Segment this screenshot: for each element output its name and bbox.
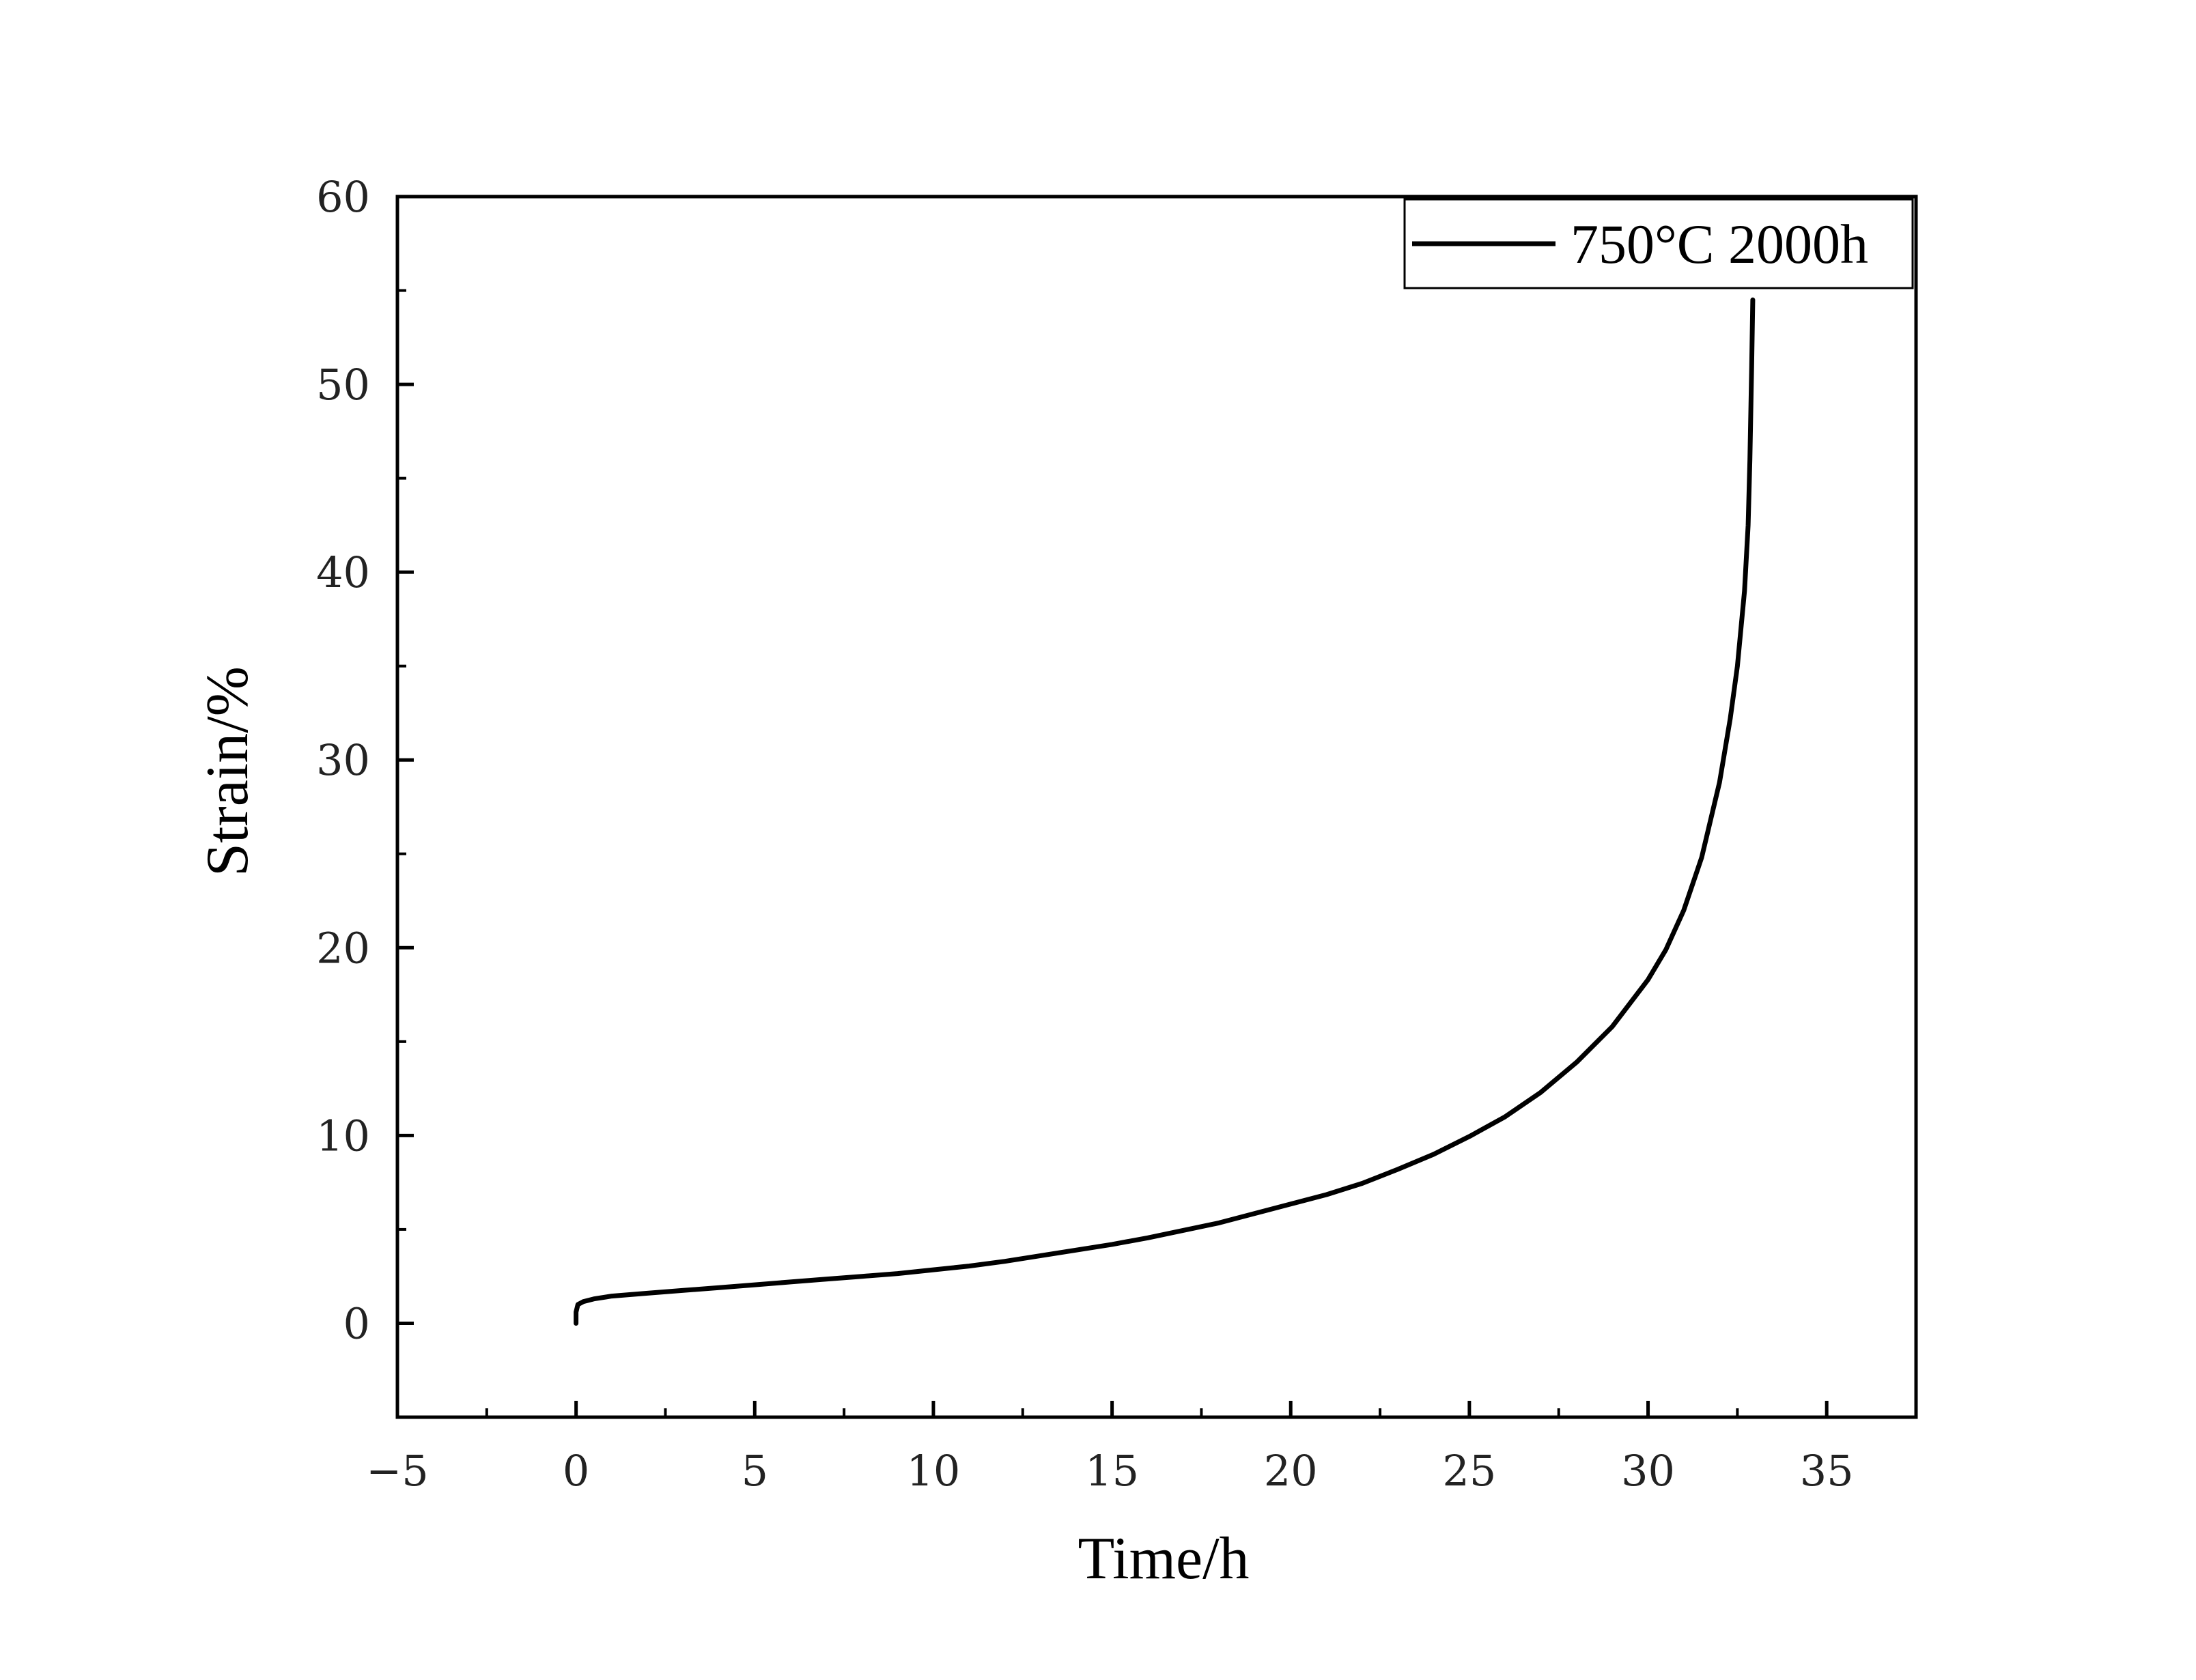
x-tick-label: 20: [1264, 1446, 1318, 1496]
x-tick-label: 15: [1085, 1446, 1139, 1496]
x-tick-label: 10: [906, 1446, 960, 1496]
x-axis-title: Time/h: [1078, 1526, 1249, 1592]
y-axis-ticks: 0 10 20 30 40 50 60: [316, 172, 414, 1419]
x-tick-label: 5: [742, 1446, 768, 1496]
y-tick-label: 20: [316, 923, 370, 973]
x-axis-ticks: −5 0 5 10 15 20 25 30 35: [366, 1401, 1854, 1496]
x-tick-label: 35: [1800, 1446, 1854, 1496]
plot-frame: [395, 195, 1918, 1419]
y-tick-label: 50: [316, 360, 370, 410]
y-tick-label: 40: [316, 547, 370, 597]
series-layer: [574, 297, 1756, 1326]
y-axis-title: Strain/%: [195, 666, 261, 877]
legend-label: 750°C 2000h: [1571, 213, 1868, 275]
x-tick-label: −5: [366, 1446, 428, 1496]
x-tick-label: 0: [563, 1446, 589, 1496]
x-tick-label: 30: [1621, 1446, 1675, 1496]
y-tick-label: 0: [343, 1298, 370, 1348]
y-tick-label: 30: [316, 735, 370, 785]
x-tick-label: 25: [1442, 1446, 1496, 1496]
legend: 750°C 2000h: [1403, 198, 1914, 289]
series-line: [574, 297, 1756, 1326]
y-tick-label: 60: [316, 172, 370, 222]
y-tick-label: 10: [316, 1111, 370, 1161]
